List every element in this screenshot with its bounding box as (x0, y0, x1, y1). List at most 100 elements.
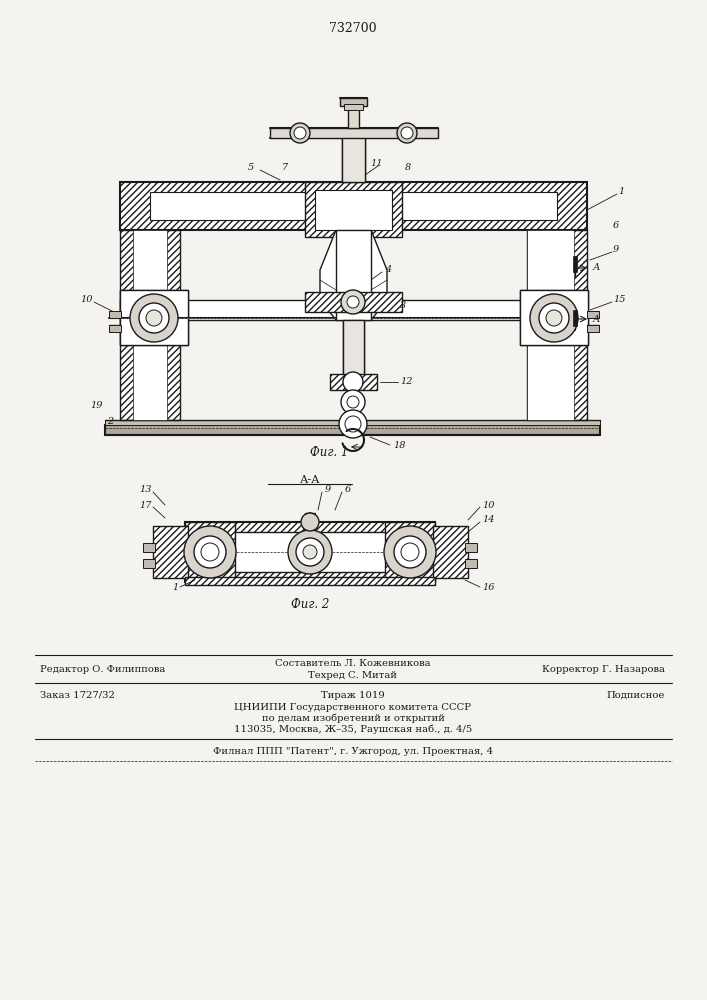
Bar (105, 425, 600, 435)
Circle shape (146, 310, 162, 326)
Bar (205, 532, 415, 572)
Bar (343, 320, 364, 380)
Bar (120, 290, 188, 345)
Text: 19: 19 (90, 400, 103, 410)
Bar (105, 420, 600, 425)
Text: Фиг. 1: Фиг. 1 (310, 446, 349, 460)
Bar (465, 543, 477, 552)
Circle shape (341, 390, 365, 414)
Bar (120, 300, 587, 320)
Text: 10: 10 (81, 296, 93, 304)
Bar (315, 190, 392, 230)
Bar (465, 559, 477, 568)
Circle shape (397, 123, 417, 143)
Text: _: _ (583, 254, 588, 262)
Circle shape (339, 410, 367, 438)
Text: 732700: 732700 (329, 21, 377, 34)
Text: А-А: А-А (300, 475, 320, 485)
Text: Филнал ППП "Патент", г. Ужгород, ул. Проектная, 4: Филнал ППП "Патент", г. Ужгород, ул. Про… (213, 746, 493, 756)
Circle shape (347, 396, 359, 408)
Circle shape (539, 303, 569, 333)
Circle shape (139, 303, 169, 333)
Bar (433, 526, 468, 578)
Text: 11: 11 (370, 159, 382, 168)
Bar (120, 300, 180, 320)
Bar (385, 522, 435, 582)
Text: 4: 4 (385, 265, 391, 274)
Text: Корректор Г. Назарова: Корректор Г. Назарова (542, 664, 665, 674)
Bar (109, 325, 121, 332)
Text: Подписное: Подписное (607, 690, 665, 700)
Text: 7: 7 (282, 163, 288, 172)
Text: Тираж 1019: Тираж 1019 (321, 690, 385, 700)
Circle shape (184, 526, 236, 578)
Text: 14: 14 (482, 516, 494, 524)
Bar (573, 256, 577, 272)
Bar (527, 230, 574, 420)
Bar (342, 132, 365, 182)
Text: 10: 10 (482, 500, 494, 510)
Circle shape (546, 310, 562, 326)
Bar (185, 522, 235, 582)
Bar (587, 325, 599, 332)
Bar (120, 230, 180, 420)
Bar (305, 182, 402, 237)
Text: ЦНИИПИ Государственного комитета СССР: ЦНИИПИ Государственного комитета СССР (235, 702, 472, 712)
Text: А: А (593, 314, 600, 324)
Text: 6: 6 (613, 221, 619, 230)
Text: 1: 1 (618, 188, 624, 196)
Bar (336, 230, 371, 320)
Bar (344, 104, 363, 110)
Circle shape (294, 127, 306, 139)
Bar (527, 300, 587, 320)
Circle shape (401, 127, 413, 139)
Circle shape (201, 543, 219, 561)
Text: 15: 15 (613, 296, 626, 304)
Text: 5: 5 (248, 163, 255, 172)
Text: по делам изобретений и открытий: по делам изобретений и открытий (262, 713, 445, 723)
Circle shape (384, 526, 436, 578)
Circle shape (347, 296, 359, 308)
Bar (573, 310, 577, 326)
Circle shape (296, 538, 324, 566)
Text: Заказ 1727/32: Заказ 1727/32 (40, 690, 115, 700)
Bar (348, 106, 359, 128)
Bar (133, 230, 167, 420)
Bar (153, 526, 188, 578)
Bar (143, 543, 155, 552)
Bar (120, 290, 188, 345)
Text: 18: 18 (393, 440, 406, 450)
Text: 1: 1 (173, 582, 179, 591)
Text: 6: 6 (345, 486, 351, 494)
Circle shape (401, 543, 419, 561)
Text: Редактор О. Филиппова: Редактор О. Филиппова (40, 664, 165, 674)
Bar (305, 292, 402, 312)
Bar (185, 577, 435, 585)
Text: 2: 2 (107, 418, 113, 426)
Bar (150, 192, 557, 220)
Text: Фиг. 2: Фиг. 2 (291, 597, 329, 610)
Circle shape (343, 372, 363, 392)
Circle shape (301, 513, 319, 531)
Text: А: А (593, 263, 600, 272)
Text: 9: 9 (613, 245, 619, 254)
Circle shape (530, 294, 578, 342)
Text: 13: 13 (139, 486, 152, 494)
Bar (587, 311, 599, 318)
Bar (143, 559, 155, 568)
Bar (330, 374, 377, 390)
Circle shape (303, 545, 317, 559)
Circle shape (394, 536, 426, 568)
Circle shape (345, 416, 361, 432)
Circle shape (341, 290, 365, 314)
Circle shape (290, 123, 310, 143)
Text: 8: 8 (405, 163, 411, 172)
Bar (120, 182, 587, 230)
Text: 16: 16 (482, 582, 494, 591)
Circle shape (288, 530, 332, 574)
Text: 17: 17 (139, 500, 152, 510)
Bar (527, 230, 587, 420)
Bar (520, 290, 588, 345)
Bar (270, 128, 438, 138)
Text: 12: 12 (400, 377, 412, 386)
